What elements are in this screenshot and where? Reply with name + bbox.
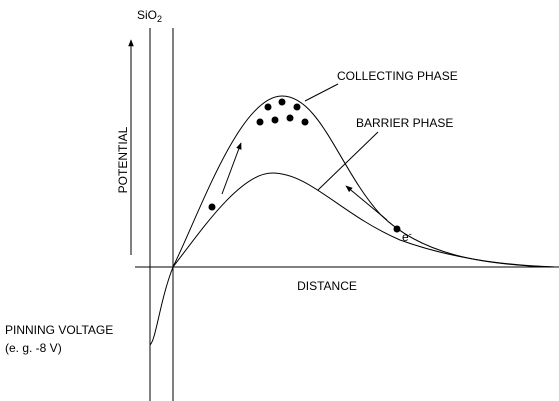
electron: [256, 118, 264, 126]
motion-arrow: [221, 142, 242, 195]
electron-text: e: [402, 230, 409, 244]
electrons: [208, 98, 401, 233]
barrier-curve: [172, 172, 556, 268]
oxide-label: SiO2: [137, 8, 162, 24]
electron: [208, 203, 216, 211]
electron: [264, 103, 272, 111]
electron: [393, 225, 401, 233]
electron: [301, 118, 309, 126]
motion-arrow: [345, 185, 388, 221]
collecting-label: COLLECTING PHASE: [337, 69, 458, 83]
electron-superscript: -: [409, 229, 412, 239]
collecting-curve: [149, 95, 556, 346]
oxide-text: SiO: [137, 8, 157, 22]
pinning-label: PINNING VOLTAGE: [5, 323, 113, 337]
pinning-example: (e. g. -8 V): [5, 341, 62, 355]
oxide-subscript: 2: [157, 14, 162, 24]
electron-label: e-: [402, 229, 412, 244]
electron: [278, 98, 286, 106]
x-axis-label: DISTANCE: [297, 279, 357, 293]
electron: [293, 103, 301, 111]
leader-line: [317, 131, 379, 191]
barrier-label: BARRIER PHASE: [356, 116, 453, 130]
leader-line: [304, 83, 339, 102]
electron: [271, 116, 279, 124]
y-axis-label: POTENTIAL: [116, 126, 130, 193]
electron: [286, 114, 294, 122]
